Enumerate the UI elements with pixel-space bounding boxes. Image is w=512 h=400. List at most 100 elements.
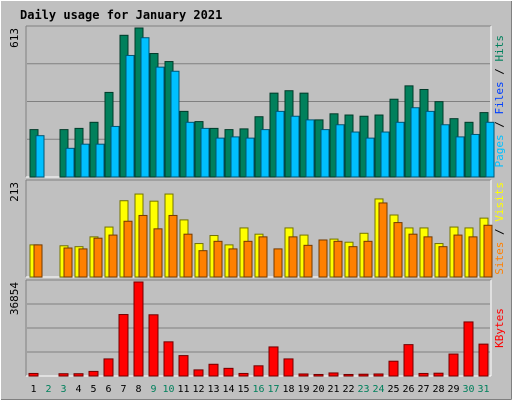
sites-bar [78, 248, 88, 278]
pages-bar [440, 124, 450, 178]
kbytes-bar [268, 346, 279, 377]
kbytes-bar [148, 314, 159, 377]
day-label: 30 [462, 384, 474, 395]
day-label: 19 [297, 384, 309, 395]
sites-bar [333, 240, 343, 278]
sites-bar [393, 222, 403, 278]
kbytes-bar [418, 372, 429, 377]
sites-bar [258, 236, 268, 278]
sites-bar [438, 246, 448, 278]
chart-title: Daily usage for January 2021 [20, 8, 222, 22]
kbytes-bar [88, 370, 99, 377]
panel-2-legend: Sites / Visits [493, 182, 506, 275]
kbytes-bar [103, 358, 114, 377]
kbytes-bar [478, 343, 489, 377]
day-label: 23 [357, 384, 369, 395]
sites-bar [273, 248, 283, 278]
pages-bar [350, 131, 360, 178]
day-label: 31 [477, 384, 489, 395]
pages-bar [380, 131, 390, 178]
pages-bar [320, 129, 330, 178]
sites-bar [243, 240, 253, 278]
kbytes-bar [163, 341, 174, 377]
kbytes-bar [238, 372, 249, 377]
pages-bar [185, 121, 195, 178]
sites-bar [108, 234, 118, 278]
legend-visits: Visits [493, 182, 506, 222]
sites-bar [303, 244, 313, 278]
kbytes-bar [463, 321, 474, 377]
pages-bar [155, 66, 165, 178]
kbytes-bar [118, 314, 129, 377]
kbytes-bar [208, 363, 219, 377]
kbytes-bar [373, 373, 384, 377]
kbytes-bar [298, 373, 309, 377]
pages-bar [95, 143, 105, 178]
legend-kbytes: KBytes [493, 308, 506, 348]
pages-bar [110, 125, 120, 178]
sites-bar [483, 224, 493, 278]
kbytes-bar [388, 360, 399, 377]
pages-bar [80, 143, 90, 178]
kbytes-bar [358, 373, 369, 377]
day-label: 15 [237, 384, 249, 395]
day-label: 9 [150, 384, 156, 395]
pages-bar [215, 137, 225, 178]
kbytes-bar [328, 372, 339, 377]
kbytes-bar [73, 373, 84, 377]
pages-bar [485, 121, 495, 178]
sites-bar [138, 214, 148, 278]
day-label: 25 [387, 384, 399, 395]
day-label: 14 [222, 384, 234, 395]
legend-separator: / [493, 115, 506, 135]
panel-1-legend: Pages / Files / Hits [493, 35, 506, 168]
pages-bar [395, 121, 405, 178]
panel-2-max-label: 213 [8, 182, 21, 202]
day-label: 13 [207, 384, 219, 395]
panel-3-legend: KBytes [493, 308, 506, 348]
day-label: 4 [75, 384, 81, 395]
legend-files: Files [493, 81, 506, 114]
kbytes-bar [433, 372, 444, 377]
kbytes-bar [193, 369, 204, 377]
sites-bar [183, 233, 193, 278]
day-label: 17 [267, 384, 279, 395]
kbytes-bar [133, 281, 144, 377]
day-label: 18 [282, 384, 294, 395]
pages-bar [335, 124, 345, 178]
pages-bar [230, 136, 240, 178]
pages-bar [260, 129, 270, 178]
sites-bar [168, 214, 178, 278]
sites-bar [378, 202, 388, 278]
day-label: 22 [342, 384, 354, 395]
pages-bar [140, 37, 150, 178]
pages-bar [305, 119, 315, 178]
pages-bar [470, 133, 480, 178]
panel-3-max-label: 36854 [8, 282, 21, 315]
panel-3: 36854 KBytes [8, 279, 506, 377]
sites-bar [408, 233, 418, 278]
pages-bar [410, 107, 420, 178]
day-label: 21 [327, 384, 339, 395]
legend-hits: Hits [493, 35, 506, 62]
legend-pages: Pages [493, 134, 506, 167]
day-label: 8 [135, 384, 141, 395]
day-label: 16 [252, 384, 264, 395]
kbytes-bar [223, 367, 234, 377]
sites-bar [153, 228, 163, 278]
day-label: 20 [312, 384, 324, 395]
panel-1: 613 Pages / Files / Hits [8, 25, 506, 178]
day-label: 3 [60, 384, 66, 395]
pages-bar [275, 110, 285, 178]
sites-bar [288, 236, 298, 278]
pages-bar [170, 70, 180, 178]
sites-bar [453, 234, 463, 278]
kbytes-bar [283, 358, 294, 377]
sites-bar [468, 236, 478, 278]
day-label: 26 [402, 384, 414, 395]
kbytes-bar [448, 353, 459, 377]
pages-bar [200, 127, 210, 178]
panel-2: 213 Sites / Visits [8, 179, 506, 278]
day-label: 27 [417, 384, 429, 395]
